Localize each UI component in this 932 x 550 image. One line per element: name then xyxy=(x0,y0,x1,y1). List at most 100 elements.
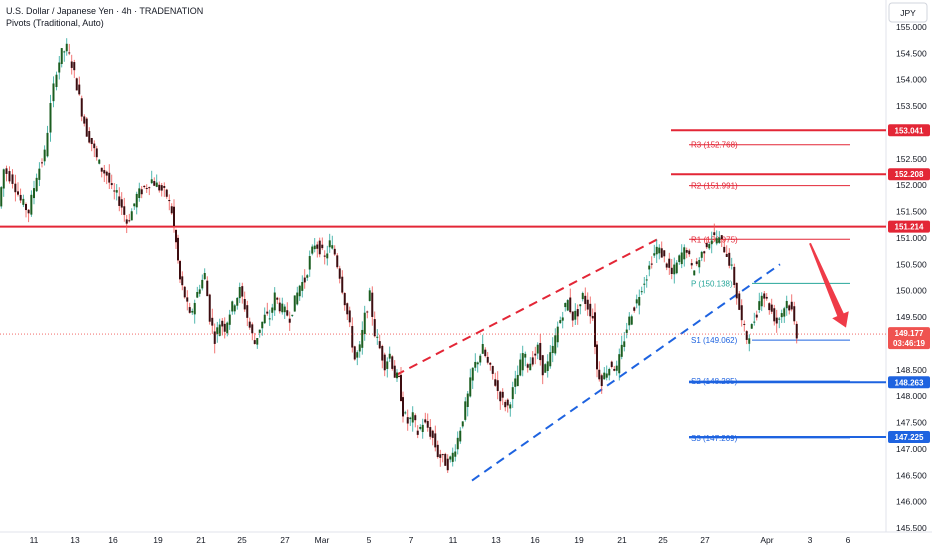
candle-body xyxy=(608,369,611,376)
price-tick-5: 152.500 xyxy=(896,154,927,164)
candle-body xyxy=(343,293,346,306)
candle-body xyxy=(715,238,718,244)
candle-body xyxy=(95,148,98,158)
candle-body xyxy=(743,323,746,325)
candle-body xyxy=(283,306,286,313)
candle-body xyxy=(226,322,229,334)
price-tick-6: 152.000 xyxy=(896,180,927,190)
candle-body xyxy=(534,353,537,356)
candle-body xyxy=(115,190,118,193)
candle-body xyxy=(11,174,14,184)
candle-body xyxy=(566,300,569,311)
candle-body xyxy=(581,293,584,300)
candle-body xyxy=(529,363,532,371)
candle-body xyxy=(531,357,534,365)
channel-lines[interactable] xyxy=(395,237,781,482)
candle-body xyxy=(78,84,81,95)
currency-label: JPY xyxy=(900,8,916,18)
candle-body xyxy=(760,295,763,307)
price-tick-8: 151.000 xyxy=(896,233,927,243)
price-tick-3: 153.500 xyxy=(896,101,927,111)
candle-body xyxy=(703,251,706,254)
candle-body xyxy=(41,162,43,164)
candle-body xyxy=(718,237,721,243)
candle-body xyxy=(484,349,487,357)
price-badges: 153.041 152.208 151.214 148.263 147.225 149.1… xyxy=(888,124,930,444)
candle-body xyxy=(123,206,126,215)
upper-channel-line xyxy=(395,237,661,376)
price-tick-16: 147.000 xyxy=(896,444,927,454)
candle-body xyxy=(569,297,572,313)
horizontal-levels[interactable] xyxy=(0,129,886,439)
candle-body xyxy=(261,321,264,329)
candle-body xyxy=(268,318,271,320)
candle-body xyxy=(571,311,574,321)
candle-body xyxy=(0,187,3,207)
candle-body xyxy=(150,179,153,184)
candle-body xyxy=(266,311,269,314)
candle-body xyxy=(263,314,266,324)
candle-body xyxy=(271,307,274,313)
candle-body xyxy=(52,83,55,102)
pivot-S2-label: S2 (148.285) xyxy=(691,377,738,386)
candle-body xyxy=(690,263,693,266)
candle-body xyxy=(773,308,776,322)
candle-body xyxy=(449,456,452,460)
candle-body xyxy=(426,421,429,428)
candle-body xyxy=(685,250,688,253)
price-tick-15: 147.500 xyxy=(896,418,927,428)
candle-body xyxy=(8,171,11,182)
time-tick-12: 16 xyxy=(530,535,540,545)
candle-body xyxy=(454,451,457,457)
candle-body xyxy=(371,292,374,317)
candle-body xyxy=(615,365,618,371)
candle-body xyxy=(256,338,259,345)
indicator-legend[interactable]: Pivots (Traditional, Auto) xyxy=(6,18,104,28)
price-tick-9: 150.500 xyxy=(896,259,927,269)
time-tick-17: Apr xyxy=(760,535,773,545)
candle-body xyxy=(326,253,329,259)
candle-body xyxy=(338,268,341,279)
candle-body xyxy=(313,245,316,250)
time-tick-4: 21 xyxy=(196,535,206,545)
candle-body xyxy=(539,342,542,361)
candle-body xyxy=(496,380,499,391)
candle-body xyxy=(356,352,359,358)
candle-body xyxy=(14,183,17,193)
candle-body xyxy=(276,297,279,300)
forecast-arrow[interactable] xyxy=(809,242,849,328)
price-axis[interactable] xyxy=(886,0,932,550)
candle-body xyxy=(678,255,681,263)
support-148-badge-label: 148.263 xyxy=(895,378,924,387)
time-tick-13: 19 xyxy=(574,535,584,545)
candle-body xyxy=(584,295,587,304)
candle-body xyxy=(745,331,748,340)
candle-body xyxy=(628,316,631,326)
candle-body xyxy=(725,253,728,257)
time-tick-11: 13 xyxy=(491,535,501,545)
candle-body xyxy=(675,262,678,274)
currency-button[interactable] xyxy=(888,2,928,23)
candle-body xyxy=(783,308,786,317)
candle-body xyxy=(19,194,22,201)
candle-body xyxy=(68,52,71,54)
candle-body xyxy=(486,356,489,363)
candle-body xyxy=(668,258,671,268)
candle-body xyxy=(135,193,138,208)
candle-body xyxy=(546,361,549,371)
candle-body xyxy=(640,291,643,293)
candle-body xyxy=(431,430,434,438)
candle-body xyxy=(653,253,656,256)
candle-body xyxy=(175,229,177,243)
candle-body xyxy=(165,189,168,197)
price-tick-0: 155.000 xyxy=(896,22,927,32)
candle-body xyxy=(414,415,417,421)
candle-body xyxy=(551,345,554,354)
candle-body xyxy=(2,169,5,189)
candle-body xyxy=(600,375,603,387)
candle-body xyxy=(145,188,148,190)
support-147-badge xyxy=(888,431,930,444)
candlesticks xyxy=(0,38,798,474)
candle-body xyxy=(491,365,494,374)
